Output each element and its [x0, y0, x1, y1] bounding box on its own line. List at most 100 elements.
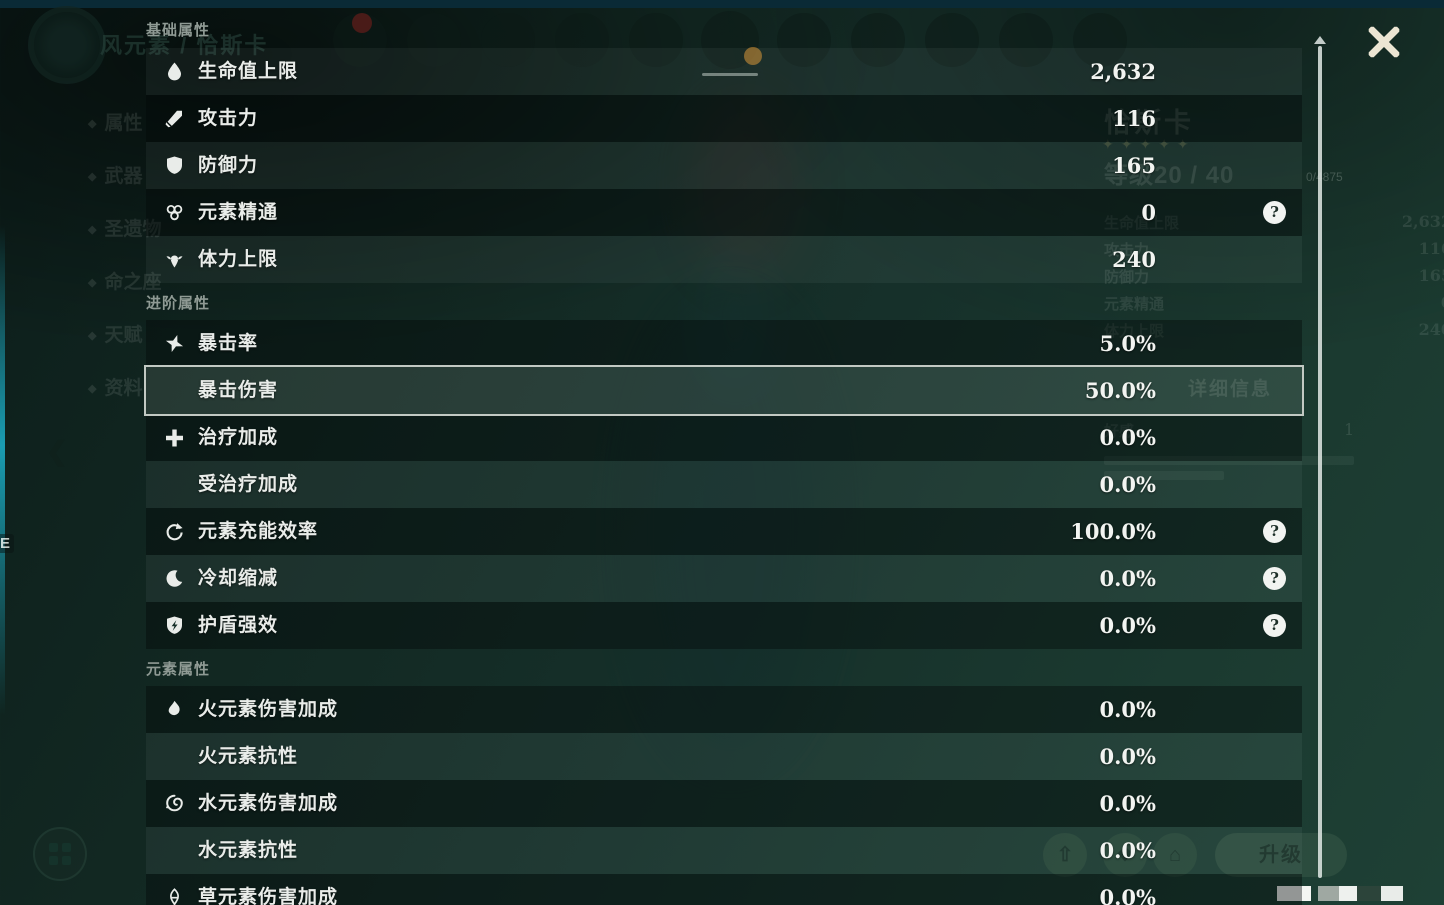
- section-header: 基础属性: [146, 22, 211, 39]
- description-line: [1104, 471, 1224, 480]
- em-icon: [164, 202, 185, 223]
- dendro-icon: [164, 887, 185, 905]
- attribute-row[interactable]: 暴击伤害 50.0%: [146, 367, 1302, 414]
- scrollbar-up-arrow[interactable]: [1314, 36, 1326, 44]
- scrollbar[interactable]: [1318, 46, 1322, 878]
- left-accent-glow: [0, 225, 5, 715]
- attribute-label: 火元素抗性: [198, 746, 299, 767]
- attribute-row[interactable]: 火元素抗性 0.0%: [146, 733, 1302, 780]
- attribute-row[interactable]: 治疗加成 0.0%: [146, 414, 1302, 461]
- attribute-row[interactable]: 暴击率 5.0%: [146, 320, 1302, 367]
- attribute-value: 0.0%: [1099, 791, 1157, 816]
- nav-bullet-icon: ◆: [88, 118, 97, 130]
- friendship-value: 1: [1344, 420, 1355, 439]
- attribute-value: 50.0%: [1084, 378, 1156, 403]
- section-header: 进阶属性: [146, 295, 211, 312]
- help-icon[interactable]: ?: [1263, 567, 1286, 590]
- mini-stat-value: 0: [1441, 293, 1444, 312]
- mini-stat-row: 攻击力 116: [1104, 239, 1444, 265]
- nav-bullet-icon: ◆: [88, 171, 97, 183]
- sidebar-item-0: ◆ 属性: [88, 113, 143, 134]
- mini-stat-value: 165: [1418, 266, 1444, 285]
- mini-stat-row: 防御力 165: [1104, 266, 1444, 292]
- attribute-row[interactable]: 体力上限 240: [146, 236, 1302, 283]
- attribute-value: 0.0%: [1099, 613, 1157, 638]
- attribute-label: 元素充能效率: [198, 521, 319, 542]
- attribute-value: 0.0%: [1099, 885, 1157, 905]
- avatar: [555, 13, 609, 67]
- close-button[interactable]: [1366, 24, 1402, 60]
- attribute-label: 火元素伤害加成: [198, 699, 339, 720]
- pyro-icon: [164, 699, 185, 720]
- help-icon[interactable]: ?: [1263, 201, 1286, 224]
- attribute-value: 116: [1112, 106, 1156, 131]
- attribute-row[interactable]: 防御力 165: [146, 142, 1302, 189]
- attribute-label: 暴击伤害: [198, 380, 279, 401]
- def-icon: [164, 155, 185, 176]
- mini-stat-label: 攻击力: [1104, 242, 1150, 259]
- friendship-label: 好感: [1104, 423, 1135, 440]
- attribute-row[interactable]: 水元素抗性 0.0%: [146, 827, 1302, 874]
- attribute-row[interactable]: 草元素伤害加成 0.0%: [146, 874, 1302, 905]
- sidebar-item-3: ◆ 命之座: [88, 272, 162, 293]
- avatar: [851, 13, 905, 67]
- mini-stat-value: 240: [1418, 320, 1444, 339]
- attribute-row[interactable]: 受治疗加成 0.0%: [146, 461, 1302, 508]
- recharge-icon: [164, 521, 185, 542]
- nav-bullet-icon: ◆: [88, 383, 97, 395]
- attribute-label: 水元素抗性: [198, 840, 299, 861]
- avatar: [1073, 13, 1127, 67]
- attribute-label: 草元素伤害加成: [198, 887, 339, 905]
- mini-stat-row: 元素精通 0: [1104, 293, 1444, 319]
- element-title: 风元素 / 恰斯卡: [100, 33, 269, 58]
- rarity-stars: ✦✦✦✦✦: [1102, 136, 1196, 152]
- mini-stat-value: 116: [1418, 239, 1444, 258]
- help-icon[interactable]: ?: [1263, 614, 1286, 637]
- atk-icon: [164, 108, 185, 129]
- attribute-label: 生命值上限: [198, 61, 299, 82]
- level-up-badge-icon: [744, 47, 762, 65]
- help-icon[interactable]: ?: [1263, 520, 1286, 543]
- attribute-value: 0.0%: [1099, 472, 1157, 497]
- attribute-row[interactable]: 攻击力 116: [146, 95, 1302, 142]
- section-header: 元素属性: [146, 661, 211, 678]
- attribute-label: 水元素伤害加成: [198, 793, 339, 814]
- nav-bullet-icon: ◆: [88, 224, 97, 236]
- attribute-row[interactable]: 护盾强效 0.0%?: [146, 602, 1302, 649]
- hp-icon: [164, 61, 185, 82]
- crit-rate-icon: [164, 333, 185, 354]
- alert-badge-icon: [352, 13, 372, 33]
- avatar: [777, 13, 831, 67]
- attribute-label: 防御力: [198, 155, 259, 176]
- attribute-row[interactable]: 生命值上限 2,632: [146, 48, 1302, 95]
- mini-stat-label: 体力上限: [1104, 323, 1165, 340]
- attribute-label: 元素精通: [198, 202, 279, 223]
- attribute-row[interactable]: 火元素伤害加成 0.0%: [146, 686, 1302, 733]
- attribute-value: 165: [1112, 153, 1156, 178]
- attribute-value: 0.0%: [1099, 838, 1157, 863]
- attribute-row[interactable]: 水元素伤害加成 0.0%: [146, 780, 1302, 827]
- attribute-row[interactable]: 冷却缩减 0.0%?: [146, 555, 1302, 602]
- attribute-label: 治疗加成: [198, 427, 279, 448]
- attribute-value: 0: [1141, 200, 1156, 225]
- upgrade-button: 升级: [1215, 833, 1347, 877]
- friendship-exp: 0/4875: [1306, 170, 1343, 184]
- attribute-row[interactable]: 元素充能效率 100.0%?: [146, 508, 1302, 555]
- attributes-panel: 基础属性 生命值上限 2,632 攻击力 116 防御力 165 元素精通 0? 体力上限 240 进…: [146, 0, 1302, 905]
- attribute-row[interactable]: 元素精通 0?: [146, 189, 1302, 236]
- mini-stat-label: 生命值上限: [1104, 215, 1180, 232]
- attribute-value: 2,632: [1090, 59, 1156, 84]
- levelup-button: ⇧: [1043, 833, 1087, 877]
- attribute-value: 240: [1112, 247, 1156, 272]
- sidebar-item-5: ◆ 资料: [88, 378, 143, 399]
- refine-button: ❖: [1103, 833, 1147, 877]
- attribute-value: 0.0%: [1099, 566, 1157, 591]
- avatar: [925, 13, 979, 67]
- attribute-label: 受治疗加成: [198, 474, 299, 495]
- description-line: [1104, 456, 1354, 465]
- nav-bullet-icon: ◆: [88, 277, 97, 289]
- key-hint-e: E: [0, 534, 15, 553]
- mini-stat-row: 体力上限 240: [1104, 320, 1444, 346]
- avatar: [481, 13, 535, 67]
- shield-icon: [164, 615, 185, 636]
